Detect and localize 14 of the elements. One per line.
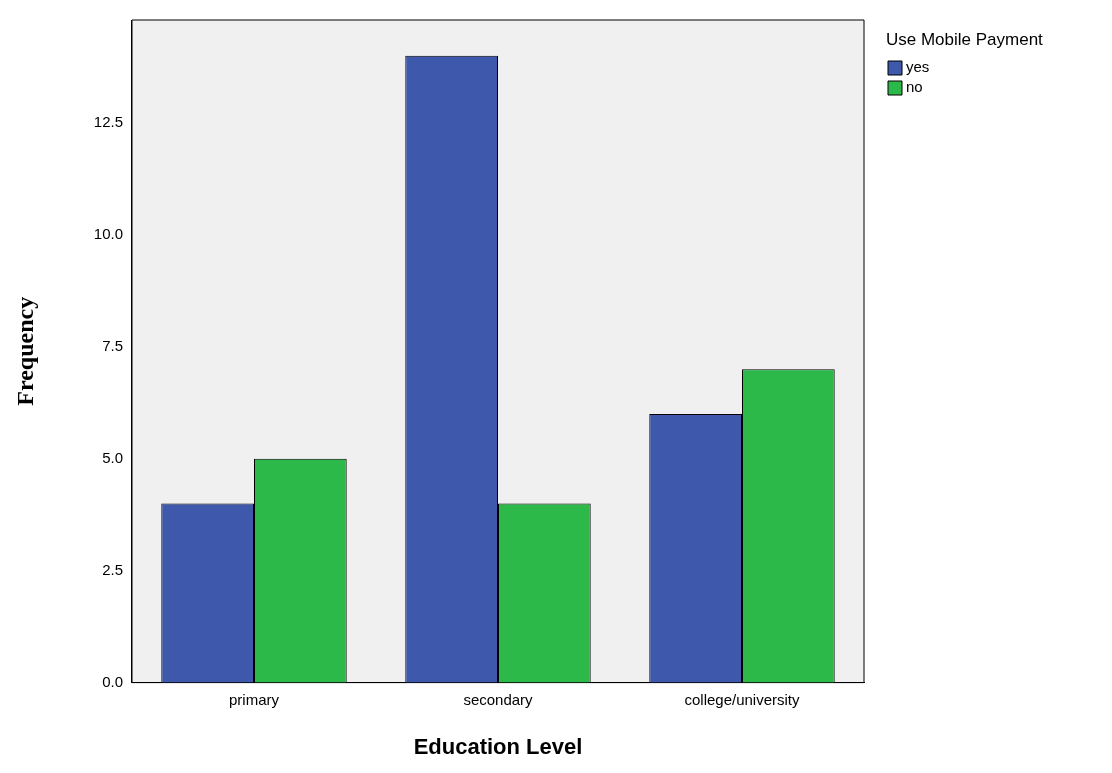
x-tick-label: primary <box>228 690 280 708</box>
x-tick-label: secondary <box>463 690 534 708</box>
y-tick-label: 5.0 <box>102 448 123 466</box>
y-tick-label: 2.5 <box>102 560 123 578</box>
x-axis-title: Education Level <box>413 733 583 759</box>
y-tick-label: 7.5 <box>102 336 123 354</box>
x-tick-label: college/university <box>684 690 801 708</box>
y-axis-title: Frequency <box>11 296 38 406</box>
y-tick-label: 12.5 <box>93 113 123 131</box>
y-tick-label: 0.0 <box>102 672 123 690</box>
legend-label: no <box>906 78 923 96</box>
legend-label: yes <box>906 58 930 76</box>
y-tick-label: 10.0 <box>93 225 123 243</box>
legend-title: Use Mobile Payment <box>886 29 1044 49</box>
